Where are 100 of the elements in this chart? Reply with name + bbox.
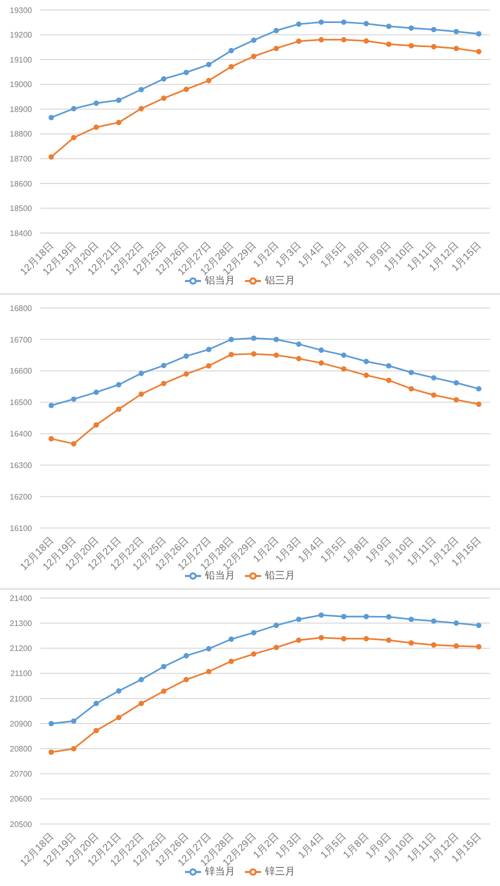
point	[206, 668, 212, 674]
y-tick-label: 19300	[10, 6, 33, 15]
point	[341, 352, 346, 358]
point	[341, 19, 346, 25]
y-tick-label: 18400	[10, 228, 33, 238]
point	[71, 106, 76, 112]
point	[251, 351, 256, 357]
y-tick-label: 21100	[10, 669, 33, 678]
legend-label: 铅三月	[265, 570, 295, 582]
point	[364, 372, 369, 378]
y-tick-label: 18900	[10, 104, 33, 114]
point	[184, 653, 189, 658]
y-tick-label: 21300	[10, 618, 33, 628]
point	[228, 64, 234, 70]
point	[228, 352, 234, 358]
point	[206, 346, 212, 352]
point	[184, 371, 189, 377]
point	[431, 618, 436, 624]
y-tick-label: 21000	[10, 694, 33, 704]
point	[454, 28, 459, 34]
y-tick-label: 16300	[10, 460, 33, 470]
point	[296, 21, 302, 27]
point	[408, 386, 414, 392]
y-tick-label: 16400	[10, 430, 33, 439]
point	[138, 676, 144, 682]
point	[318, 19, 324, 25]
point	[116, 382, 122, 388]
y-tick-label: 16600	[10, 366, 33, 376]
point	[94, 124, 99, 130]
point	[318, 612, 324, 618]
point	[274, 352, 279, 358]
point	[251, 630, 256, 636]
y-tick-label: 21400	[10, 594, 33, 603]
point	[296, 616, 302, 622]
point	[454, 643, 459, 649]
y-tick-label: 16100	[10, 524, 33, 533]
point	[94, 390, 99, 395]
y-tick-label: 20800	[10, 744, 33, 754]
point	[318, 634, 324, 640]
point	[341, 37, 346, 42]
point	[161, 362, 166, 368]
point	[364, 20, 369, 26]
point	[274, 28, 279, 34]
y-tick-label: 18500	[10, 204, 33, 214]
point	[161, 380, 166, 386]
point	[94, 100, 99, 106]
point	[206, 646, 212, 652]
point	[71, 441, 76, 446]
y-tick-label: 20900	[10, 719, 33, 728]
point	[274, 644, 279, 650]
point	[476, 386, 482, 392]
point	[431, 392, 436, 398]
point	[138, 700, 144, 706]
point	[341, 366, 346, 372]
point	[228, 658, 234, 664]
point	[116, 406, 122, 412]
point	[48, 749, 54, 755]
y-tick-label: 16500	[10, 398, 33, 408]
point	[364, 614, 369, 620]
point	[184, 676, 189, 682]
legend-label: 锌当月	[205, 866, 235, 878]
legend-label: 铝当月	[205, 276, 235, 287]
point	[184, 353, 189, 359]
point	[228, 48, 234, 54]
point	[138, 391, 144, 397]
point	[161, 96, 166, 101]
y-tick-label: 19200	[10, 30, 33, 40]
point	[251, 651, 256, 657]
point	[364, 358, 369, 364]
point	[206, 78, 212, 84]
point	[454, 620, 459, 626]
point	[116, 714, 122, 720]
point	[408, 640, 414, 646]
point	[364, 636, 369, 642]
point	[206, 62, 212, 68]
y-tick-label: 18800	[10, 130, 33, 139]
point	[161, 76, 166, 82]
point	[116, 120, 122, 126]
point	[476, 48, 482, 54]
point	[408, 616, 414, 622]
point	[71, 134, 76, 140]
y-tick-label: 19100	[10, 55, 33, 64]
point	[184, 70, 189, 76]
point	[318, 347, 324, 353]
point	[94, 700, 99, 706]
point	[386, 637, 392, 643]
point	[431, 44, 436, 50]
point	[228, 636, 234, 642]
point	[431, 375, 436, 380]
point	[454, 397, 459, 402]
point	[138, 106, 144, 112]
y-tick-label: 18700	[10, 154, 33, 164]
point	[116, 97, 122, 103]
point	[318, 37, 324, 42]
point	[184, 86, 189, 92]
point	[274, 622, 279, 628]
y-tick-label: 16800	[10, 304, 33, 313]
point	[94, 422, 99, 428]
point	[71, 718, 76, 724]
point	[251, 54, 256, 60]
